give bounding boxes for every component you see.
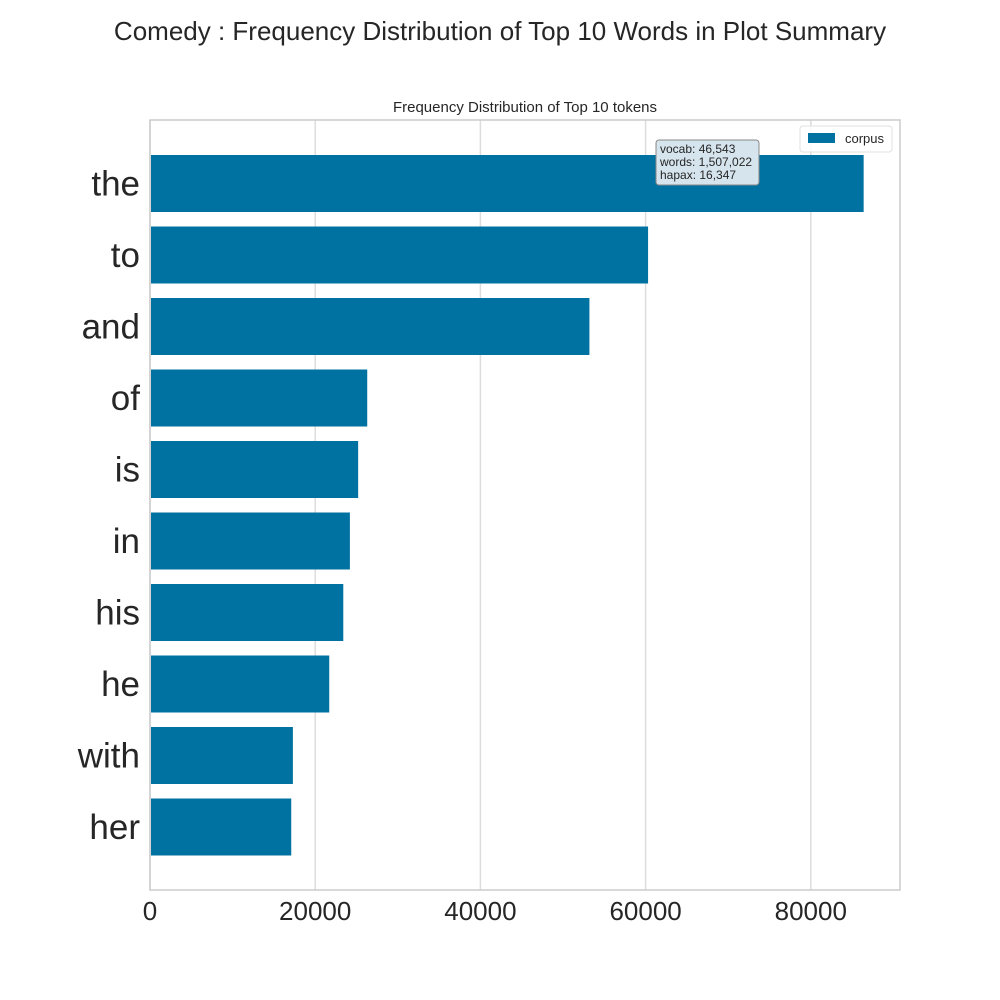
x-tick-label-2: 40000 xyxy=(444,896,516,926)
stats-hapax: hapax: 16,347 xyxy=(660,168,736,182)
x-tick-label-3: 60000 xyxy=(609,896,681,926)
stats-annotation-box xyxy=(655,139,760,186)
bar-in xyxy=(151,512,350,570)
legend-swatch-corpus xyxy=(808,133,835,143)
figure-title: Comedy : Frequency Distribution of Top 1… xyxy=(114,16,886,46)
legend-label-corpus: corpus xyxy=(845,131,885,146)
x-tick-label-4: 80000 xyxy=(775,896,847,926)
stats-words: words: 1,507,022 xyxy=(659,155,752,169)
y-tick-label-to: to xyxy=(111,236,140,275)
bar-with xyxy=(151,727,293,784)
chart-title: Frequency Distribution of Top 10 tokens xyxy=(393,99,657,116)
legend-box xyxy=(799,125,893,153)
y-tick-label-of: of xyxy=(111,379,140,418)
y-tick-labels: the to and of is in his he with her xyxy=(77,165,141,848)
y-tick-label-the: the xyxy=(91,165,140,204)
stats-vocab: vocab: 46,543 xyxy=(660,142,736,156)
x-tick-label-1: 20000 xyxy=(279,896,351,926)
y-tick-label-her: her xyxy=(89,808,140,847)
y-tick-label-is: is xyxy=(115,451,140,490)
x-tick-label-0: 0 xyxy=(143,896,157,926)
y-tick-label-and: and xyxy=(82,308,140,347)
bar-her xyxy=(151,798,292,856)
bar-his xyxy=(151,584,344,641)
legend: corpus xyxy=(799,125,893,153)
plot-frame xyxy=(149,119,901,891)
stats-annotation: vocab: 46,543 words: 1,507,022 hapax: 16… xyxy=(655,139,760,186)
bar-he xyxy=(151,655,330,713)
bar-and xyxy=(151,298,590,355)
bars xyxy=(151,155,864,856)
bar-to xyxy=(151,226,649,284)
y-tick-label-in: in xyxy=(113,522,140,561)
y-tick-label-his: his xyxy=(95,594,140,633)
y-tick-label-he: he xyxy=(101,665,140,704)
bar-of xyxy=(151,369,368,427)
x-tick-labels: 0 20000 40000 60000 80000 xyxy=(143,896,847,926)
y-tick-label-with: with xyxy=(77,737,140,776)
bar-is xyxy=(151,441,359,498)
